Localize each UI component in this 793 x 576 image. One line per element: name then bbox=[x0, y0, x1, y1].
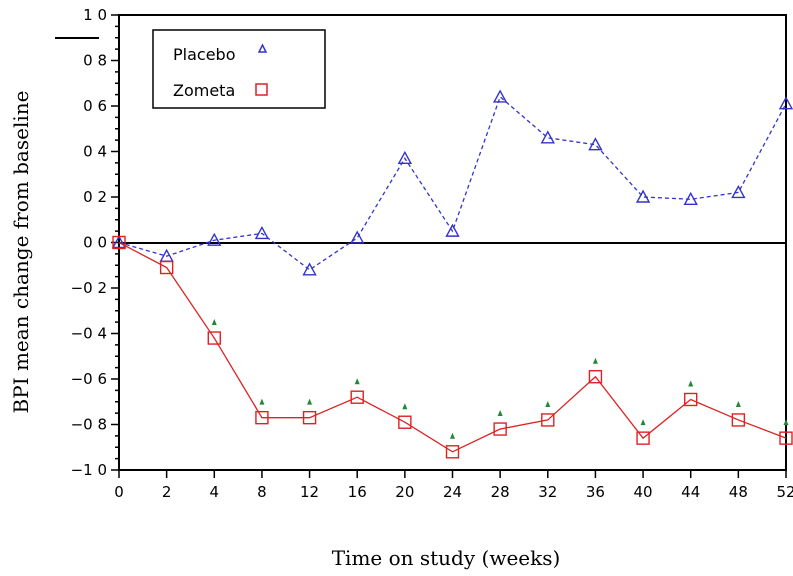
x-tick-label: 2 bbox=[162, 483, 172, 501]
zometa-point bbox=[207, 331, 221, 345]
y-tick-label: −0 8 bbox=[71, 416, 107, 434]
significance-marker bbox=[735, 400, 741, 407]
x-tick-label: 8 bbox=[257, 483, 267, 501]
y-tick-label: 0 8 bbox=[83, 52, 107, 70]
zometa-point bbox=[398, 415, 412, 429]
placebo-point bbox=[588, 137, 603, 151]
zometa-point bbox=[636, 431, 650, 445]
x-tick-label: 52 bbox=[776, 483, 793, 501]
placebo-point bbox=[254, 225, 270, 240]
x-tick-label: 24 bbox=[443, 483, 462, 501]
x-tick-label: 40 bbox=[634, 483, 653, 501]
y-axis-title: BPI mean change from baseline bbox=[9, 91, 33, 414]
zometa-point bbox=[779, 431, 793, 445]
series-layer bbox=[111, 89, 793, 459]
placebo-point bbox=[445, 223, 460, 237]
placebo-point bbox=[683, 191, 698, 205]
y-tick-label: −1 0 bbox=[71, 461, 107, 479]
x-tick-label: 12 bbox=[300, 483, 319, 501]
significance-marker bbox=[354, 378, 360, 385]
y-tick-label: 1 0 bbox=[83, 6, 107, 24]
significance-marker bbox=[402, 403, 408, 410]
legend-triangle-icon bbox=[257, 43, 268, 53]
significance-marker bbox=[307, 398, 313, 405]
significance-marker bbox=[640, 419, 646, 426]
x-tick-label: 44 bbox=[681, 483, 700, 501]
significance-marker bbox=[497, 410, 503, 417]
placebo-point bbox=[302, 262, 317, 276]
significance-marker bbox=[592, 357, 598, 364]
zometa-point bbox=[493, 422, 507, 436]
zometa-point bbox=[302, 410, 317, 425]
legend-label-placebo: Placebo bbox=[173, 45, 235, 64]
x-tick-label: 28 bbox=[491, 483, 510, 501]
zometa-point bbox=[350, 390, 364, 404]
placebo-point bbox=[731, 184, 746, 199]
y-tick-label: −0 6 bbox=[71, 370, 107, 388]
legend-box bbox=[152, 29, 326, 109]
y-tick-label: 0 4 bbox=[83, 143, 107, 161]
y-tick-label: 0 0 bbox=[83, 234, 107, 252]
significance-marker bbox=[783, 419, 789, 426]
placebo-point bbox=[111, 235, 127, 249]
zometa-series-line bbox=[118, 241, 787, 453]
y-axis: 1 0 0 8 0 6 0 4 0 2 0 0 −0 2 −0 4 −0 6 −0 8 −1 0 bbox=[71, 6, 119, 479]
zometa-point bbox=[112, 235, 126, 250]
zometa-point bbox=[684, 392, 698, 407]
zometa-point bbox=[541, 413, 555, 427]
significance-marker bbox=[688, 380, 694, 387]
significance-marker bbox=[450, 432, 455, 439]
x-tick-label: 4 bbox=[210, 483, 220, 501]
zometa-point bbox=[255, 410, 269, 425]
placebo-point bbox=[778, 96, 793, 110]
significance-marker bbox=[211, 319, 217, 326]
y-tick-label: −0 4 bbox=[71, 325, 107, 343]
significance-marker bbox=[545, 400, 551, 407]
x-tick-label: 48 bbox=[729, 483, 748, 501]
x-tick-label: 0 bbox=[114, 483, 124, 501]
x-tick-label: 36 bbox=[586, 483, 605, 501]
significance-marker bbox=[259, 398, 265, 405]
zometa-point bbox=[731, 413, 746, 427]
placebo-point bbox=[207, 232, 222, 246]
x-tick-label: 32 bbox=[538, 483, 557, 501]
placebo-point bbox=[635, 189, 651, 203]
x-tick-label: 20 bbox=[395, 483, 414, 501]
placebo-series-line bbox=[118, 95, 787, 271]
placebo-point bbox=[350, 230, 365, 244]
legend: Placebo Zometa bbox=[152, 29, 326, 109]
x-axis: 0 2 4 8 12 16 20 24 28 32 36 40 44 48 52 bbox=[114, 470, 793, 501]
x-axis-title: Time on study (weeks) bbox=[332, 546, 561, 570]
placebo-point bbox=[397, 150, 413, 165]
y-tick-label: 0 6 bbox=[83, 97, 107, 115]
x-tick-label: 16 bbox=[348, 483, 367, 501]
legend-square-icon bbox=[255, 83, 268, 96]
y-tick-label: −0 2 bbox=[71, 279, 107, 297]
zometa-point bbox=[159, 260, 174, 275]
placebo-point bbox=[492, 89, 508, 103]
zometa-point bbox=[445, 445, 460, 459]
placebo-point bbox=[540, 130, 555, 144]
y-tick-label: 0 2 bbox=[83, 188, 107, 206]
legend-label-zometa: Zometa bbox=[173, 81, 235, 100]
zometa-point bbox=[588, 370, 603, 384]
